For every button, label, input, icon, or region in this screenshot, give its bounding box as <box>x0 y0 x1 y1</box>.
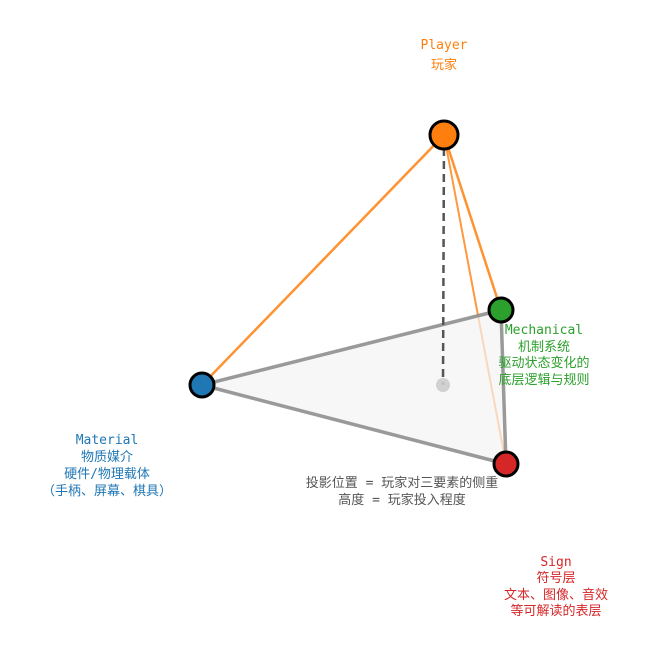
player-label: Player 玩家 <box>421 38 468 73</box>
base-triangle <box>200 308 508 466</box>
height-dashed-line <box>441 134 446 386</box>
mechanical-node[interactable] <box>487 296 515 324</box>
mechanical-label-line: Mechanical <box>505 323 583 338</box>
projection-point <box>436 378 450 392</box>
sign-label-line: 等可解读的表层 <box>510 603 601 619</box>
material-label-line: （手柄、屏幕、棋具） <box>42 484 172 499</box>
player-label-line: Player <box>421 38 468 53</box>
sign-label: Sign 符号层 文本、图像、音效 等可解读的表层 <box>504 555 608 619</box>
mechanical-label-line: 驱动状态变化的 <box>498 355 589 371</box>
mechanical-label: Mechanical 机制系统 驱动状态变化的 底层逻辑与规则 <box>498 323 589 388</box>
material-node[interactable] <box>188 371 216 399</box>
sign-label-line: 文本、图像、音效 <box>504 587 608 603</box>
edge-player-material <box>201 134 445 386</box>
caption: 投影位置 = 玩家对三要素的侧重 高度 = 玩家投入程度 <box>306 475 498 508</box>
player-label-line: 玩家 <box>431 57 457 73</box>
material-label-line: 物质媒介 <box>81 450 133 465</box>
material-label-line: 硬件/物理载体 <box>64 467 150 482</box>
sign-node[interactable] <box>492 450 520 478</box>
sign-label-line: Sign <box>540 555 571 570</box>
caption-line: 投影位置 = 玩家对三要素的侧重 <box>306 475 498 491</box>
caption-line: 高度 = 玩家投入程度 <box>338 492 465 508</box>
sign-label-line: 符号层 <box>536 570 575 586</box>
material-label-line: Material <box>76 433 139 448</box>
mechanical-label-line: 机制系统 <box>518 340 570 355</box>
edge-player-mechanical <box>442 134 503 311</box>
mechanical-label-line: 底层逻辑与规则 <box>498 372 589 388</box>
player-node[interactable] <box>428 119 460 151</box>
material-label: Material 物质媒介 硬件/物理载体 （手柄、屏幕、棋具） <box>42 433 172 499</box>
